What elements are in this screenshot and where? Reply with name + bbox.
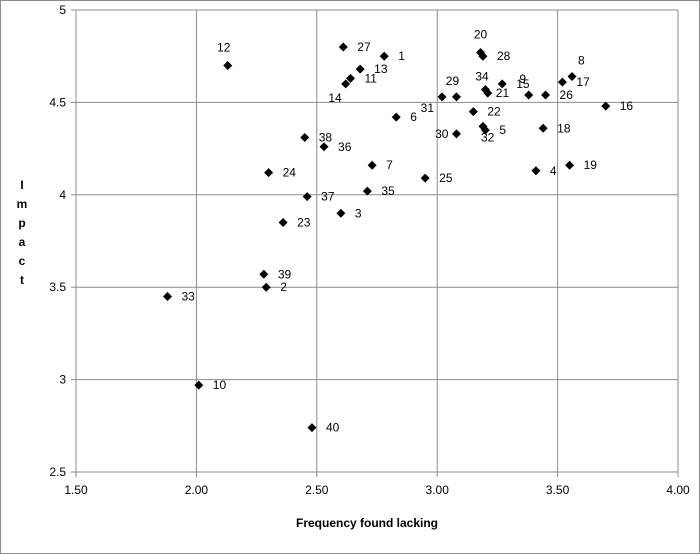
x-tick-labels: 1.50 2.00 2.50 3.00 3.50 4.00	[64, 483, 690, 497]
data-point-10	[194, 380, 204, 390]
data-point-30	[451, 129, 461, 139]
point-label-14: 14	[328, 91, 342, 105]
data-point-12	[223, 60, 233, 70]
y-tick-label: 4	[59, 188, 66, 202]
point-label-19: 19	[584, 158, 598, 172]
point-label-5: 5	[499, 123, 506, 137]
data-point-15	[497, 79, 507, 89]
x-tick-label: 3.00	[426, 483, 450, 497]
point-label-33: 33	[182, 289, 196, 303]
point-label-39: 39	[278, 267, 292, 281]
data-point-7	[367, 160, 377, 170]
data-point-34	[480, 84, 490, 94]
data-point-39	[259, 269, 269, 279]
data-point-16	[601, 101, 611, 111]
point-label-20: 20	[474, 28, 488, 42]
point-label-17: 17	[576, 75, 590, 89]
data-point-40	[307, 423, 317, 433]
data-point-33	[163, 291, 173, 301]
x-tick-label: 4.00	[666, 483, 690, 497]
point-label-31: 31	[421, 101, 435, 115]
data-point-31	[437, 92, 447, 102]
point-label-18: 18	[557, 121, 571, 135]
point-label-3: 3	[355, 206, 362, 220]
data-point-17	[557, 77, 567, 87]
y-tick-label: 5	[59, 3, 66, 17]
data-point-27	[338, 42, 348, 52]
point-label-8: 8	[578, 54, 585, 68]
point-label-26: 26	[560, 88, 574, 102]
point-label-22: 22	[487, 105, 501, 119]
data-points	[163, 42, 611, 433]
y-tick-label: 3	[59, 373, 66, 387]
data-point-38	[300, 133, 310, 143]
data-point-14	[341, 79, 351, 89]
point-label-38: 38	[319, 131, 333, 145]
x-axis-title: Frequency found lacking	[296, 516, 438, 530]
point-label-12: 12	[217, 40, 231, 54]
data-point-29	[451, 92, 461, 102]
point-label-30: 30	[435, 127, 449, 141]
point-label-1: 1	[398, 49, 405, 63]
data-point-1	[379, 51, 389, 61]
point-label-23: 23	[297, 216, 311, 230]
y-tick-label: 4.5	[49, 95, 66, 109]
data-point-13	[355, 64, 365, 74]
data-point-22	[468, 107, 478, 117]
point-label-4: 4	[550, 164, 557, 178]
point-label-25: 25	[439, 171, 453, 185]
data-point-36	[319, 142, 329, 152]
point-label-37: 37	[321, 190, 335, 204]
data-point-19	[565, 160, 575, 170]
point-label-34: 34	[475, 69, 489, 83]
point-label-28: 28	[497, 49, 511, 63]
data-point-11	[346, 73, 356, 83]
data-point-37	[302, 192, 312, 202]
data-point-28	[478, 51, 488, 61]
point-label-27: 27	[357, 40, 371, 54]
point-label-9: 9	[519, 72, 526, 86]
point-label-11: 11	[365, 71, 378, 85]
x-tick-label: 1.50	[64, 483, 88, 497]
point-label-15: 15	[516, 77, 530, 91]
point-label-10: 10	[213, 378, 227, 392]
y-tick-label: 3.5	[49, 280, 66, 294]
axes	[71, 9, 679, 477]
point-label-24: 24	[283, 166, 297, 180]
data-point-18	[538, 123, 548, 133]
data-point-4	[531, 166, 541, 176]
point-label-35: 35	[381, 184, 395, 198]
data-point-8	[567, 72, 577, 82]
point-label-40: 40	[326, 421, 340, 435]
x-tick-label: 2.00	[185, 483, 209, 497]
point-label-36: 36	[338, 140, 352, 154]
point-label-13: 13	[374, 62, 388, 76]
point-label-32: 32	[481, 130, 495, 144]
data-point-9	[524, 90, 534, 100]
point-label-21: 21	[496, 86, 510, 100]
data-point-24	[264, 168, 274, 178]
data-point-26	[541, 90, 551, 100]
data-point-3	[336, 208, 346, 218]
data-point-35	[362, 186, 372, 196]
x-tick-label: 3.50	[546, 483, 570, 497]
y-tick-labels: 2.5 3 3.5 4 4.5 5	[49, 3, 66, 479]
data-point-32	[478, 121, 488, 131]
point-label-6: 6	[410, 110, 417, 124]
point-label-2: 2	[280, 280, 287, 294]
point-label-7: 7	[386, 158, 393, 172]
data-point-23	[278, 218, 288, 228]
data-point-2	[261, 282, 271, 292]
y-tick-label: 2.5	[49, 465, 66, 479]
data-point-25	[420, 173, 430, 183]
point-label-29: 29	[446, 74, 460, 88]
point-label-16: 16	[620, 99, 634, 113]
x-tick-label: 2.50	[305, 483, 329, 497]
data-point-6	[391, 112, 401, 122]
